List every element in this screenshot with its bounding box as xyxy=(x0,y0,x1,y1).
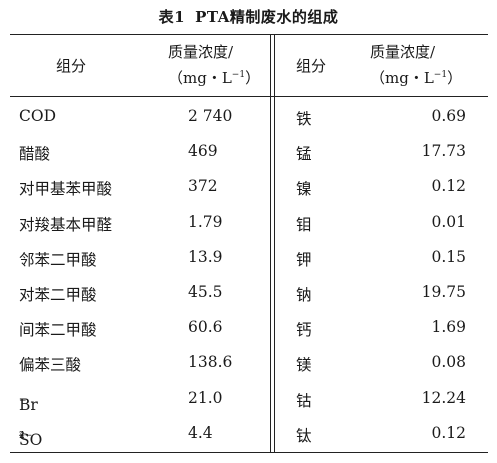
concentration-value-left: 469 xyxy=(188,142,218,161)
table-caption: 表1 PTA精制废水的组成 xyxy=(0,6,497,27)
header-concentration-left-label: 质量浓度/ xyxy=(168,42,234,61)
table-row: 间苯二甲酸 60.6 钙 1.69 xyxy=(10,311,488,346)
concentration-value-right: 0.69 xyxy=(431,107,466,125)
table-row: 偏苯三酸 138.6 镁 0.08 xyxy=(10,346,488,381)
component-name-left: 间苯二甲酸 xyxy=(19,321,97,340)
sulfate-symbol: SO xyxy=(19,430,43,449)
concentration-value-right: 0.12 xyxy=(431,423,466,442)
sulfate-subscript: 4 xyxy=(19,430,25,441)
header-component-right-label: 组分 xyxy=(296,56,327,75)
concentration-value-right: 17.73 xyxy=(421,142,466,161)
column-divider xyxy=(270,34,275,453)
component-name-left: COD xyxy=(19,107,56,125)
component-name-right: 锰 xyxy=(296,145,312,164)
unit-suffix: ） xyxy=(245,68,261,87)
unit-exponent: −1 xyxy=(231,69,246,80)
concentration-value-left: 372 xyxy=(188,177,218,196)
concentration-value-left: 4.4 xyxy=(188,423,213,442)
concentration-value-right: 19.75 xyxy=(421,282,466,301)
component-name-left: 邻苯二甲酸 xyxy=(19,250,97,269)
table-number: 表1 xyxy=(158,8,186,26)
component-name-left: 对甲基苯甲酸 xyxy=(19,180,113,199)
component-name-right: 钛 xyxy=(296,426,312,445)
table-row: Br − 21.0 钴 12.24 xyxy=(10,382,488,417)
concentration-value-left: 13.9 xyxy=(188,247,223,266)
header-component-left: 组分 xyxy=(56,34,156,96)
component-name-right: 钴 xyxy=(296,391,312,410)
concentration-value-left: 21.0 xyxy=(188,388,223,407)
composition-table: 组分 质量浓度/ （mg・L−1） 组分 质量浓度/ （mg・L−1） COD … xyxy=(10,34,488,454)
component-name-left: 偏苯三酸 xyxy=(19,356,82,375)
unit-exponent: −1 xyxy=(433,69,448,80)
concentration-value-right: 12.24 xyxy=(421,388,466,407)
unit-prefix: （mg・L xyxy=(370,68,434,87)
table-row: COD 2 740 铁 0.69 xyxy=(10,100,488,135)
sulfate-charge: 2− xyxy=(19,430,33,441)
concentration-value-right: 0.12 xyxy=(431,177,466,196)
bromide-symbol: Br xyxy=(19,395,38,414)
component-name-right: 镁 xyxy=(296,356,312,375)
table-row: 醋酸 469 锰 17.73 xyxy=(10,135,488,170)
table-row: 邻苯二甲酸 13.9 钾 0.15 xyxy=(10,241,488,276)
bottom-rule xyxy=(10,452,488,453)
component-name-left: 醋酸 xyxy=(19,145,51,164)
concentration-value-left: 138.6 xyxy=(188,353,233,372)
component-name-right: 钙 xyxy=(296,321,312,340)
header-unit-right: （mg・L−1） xyxy=(370,64,462,90)
concentration-value-left: 60.6 xyxy=(188,318,223,337)
unit-suffix: ） xyxy=(447,68,463,87)
concentration-value-right: 0.01 xyxy=(431,212,466,231)
component-name-right: 钾 xyxy=(296,250,312,269)
concentration-value-right: 0.08 xyxy=(431,353,466,372)
header-concentration-right: 质量浓度/ （mg・L−1） xyxy=(370,34,480,96)
concentration-value-right: 1.69 xyxy=(431,318,466,337)
concentration-value-left: 2 740 xyxy=(188,107,233,125)
concentration-value-left: 45.5 xyxy=(188,282,223,301)
header-rule xyxy=(10,96,488,97)
component-name-right: 镍 xyxy=(296,180,312,199)
component-name-right: 钠 xyxy=(296,285,312,304)
table-row: 对甲基苯甲酸 372 镍 0.12 xyxy=(10,170,488,205)
top-rule xyxy=(10,34,488,35)
header-component-left-label: 组分 xyxy=(56,56,87,75)
table-row: SO 4 2− 4.4 钛 0.12 xyxy=(10,417,488,452)
component-name-right: 铁 xyxy=(296,110,312,128)
concentration-value-left: 1.79 xyxy=(188,212,223,231)
table-body: COD 2 740 铁 0.69 醋酸 469 锰 17.73 对甲基苯甲酸 3… xyxy=(10,100,488,452)
table-title: PTA精制废水的组成 xyxy=(195,8,339,26)
bromide-charge: − xyxy=(19,395,27,406)
header-concentration-right-label: 质量浓度/ xyxy=(370,42,436,61)
header-unit-left: （mg・L−1） xyxy=(168,64,260,90)
component-name-right: 钼 xyxy=(296,215,312,234)
component-name-left: 对羧基本甲醛 xyxy=(19,215,113,234)
component-name-left: 对苯二甲酸 xyxy=(19,285,97,304)
unit-prefix: （mg・L xyxy=(168,68,232,87)
header-concentration-left: 质量浓度/ （mg・L−1） xyxy=(168,34,268,96)
table-row: 对羧基本甲醛 1.79 钼 0.01 xyxy=(10,206,488,241)
header-component-right: 组分 xyxy=(296,34,356,96)
concentration-value-right: 0.15 xyxy=(431,247,466,266)
table-row: 对苯二甲酸 45.5 钠 19.75 xyxy=(10,276,488,311)
